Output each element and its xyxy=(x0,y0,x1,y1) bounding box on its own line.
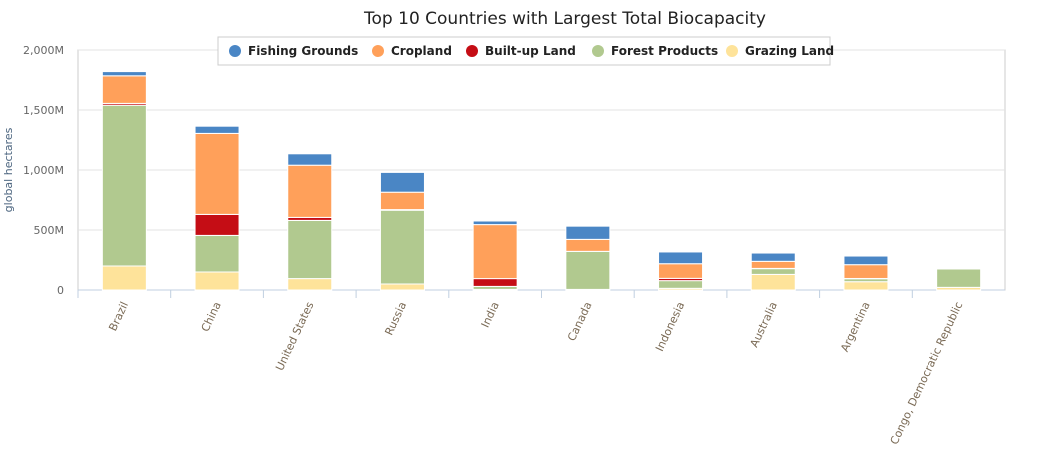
bar-segment xyxy=(750,273,796,291)
bar-segment xyxy=(194,234,240,273)
y-tick-label: 500M xyxy=(34,224,65,237)
x-tick-label: Russia xyxy=(382,300,409,338)
bar-segment xyxy=(658,251,704,265)
y-tick-label: 1,000M xyxy=(23,164,64,177)
legend-marker xyxy=(229,45,241,57)
chart-title: Top 10 Countries with Largest Total Bioc… xyxy=(363,9,766,29)
x-tick-label: Canada xyxy=(565,300,594,343)
y-tick-label: 2,000M xyxy=(23,44,64,57)
y-tick-label: 0 xyxy=(57,284,64,297)
y-tick-label: 1,500M xyxy=(23,104,64,117)
x-tick-label: India xyxy=(479,300,502,330)
bar-segment xyxy=(565,238,611,252)
legend-marker xyxy=(466,45,478,57)
legend-marker xyxy=(592,45,604,57)
x-tick-label: Indonesia xyxy=(653,300,687,354)
bar-segment xyxy=(101,75,147,104)
bar-segment xyxy=(287,278,333,291)
bar-segment xyxy=(379,171,425,193)
bar-segment xyxy=(287,164,333,218)
bar-segment xyxy=(750,268,796,275)
bar-segment xyxy=(843,264,889,279)
bar-segment xyxy=(101,265,147,291)
x-tick-label: Australia xyxy=(748,300,780,350)
legend-marker xyxy=(372,45,384,57)
bar-segment xyxy=(287,219,333,280)
bar-segment xyxy=(843,255,889,266)
legend-label: Cropland xyxy=(391,44,452,58)
y-axis-label: global hectares xyxy=(2,127,15,212)
bar-segment xyxy=(658,280,704,289)
bar-segment xyxy=(843,281,889,291)
legend-label: Forest Products xyxy=(611,44,718,58)
x-tick-label: China xyxy=(199,300,224,334)
x-tick-label: United States xyxy=(273,300,316,373)
bar-segment xyxy=(750,260,796,269)
bar-segment xyxy=(379,209,425,285)
bar-segment xyxy=(658,263,704,279)
bar-segment xyxy=(194,271,240,291)
bar-segment xyxy=(101,71,147,77)
bar-segment xyxy=(194,213,240,236)
bar-segment xyxy=(565,225,611,240)
legend-marker xyxy=(726,45,738,57)
bar-segment xyxy=(101,104,147,267)
x-tick-label: Argentina xyxy=(838,300,872,354)
bar-segment xyxy=(472,224,518,280)
bar-segment xyxy=(565,250,611,290)
legend-label: Grazing Land xyxy=(745,44,834,58)
bar-segment xyxy=(379,191,425,211)
legend-label: Built-up Land xyxy=(485,44,576,58)
bar-segment xyxy=(472,220,518,226)
bar-segment xyxy=(379,283,425,291)
x-tick-label: Congo, Democratic Republic xyxy=(888,300,966,447)
bar-segment xyxy=(194,125,240,134)
x-tick-label: Brazil xyxy=(106,300,131,333)
legend-label: Fishing Grounds xyxy=(248,44,358,58)
bar-segment xyxy=(287,153,333,166)
bar-segment xyxy=(936,268,982,288)
bar-segment xyxy=(750,252,796,262)
bar-segment xyxy=(194,132,240,215)
bar-segment xyxy=(472,278,518,287)
